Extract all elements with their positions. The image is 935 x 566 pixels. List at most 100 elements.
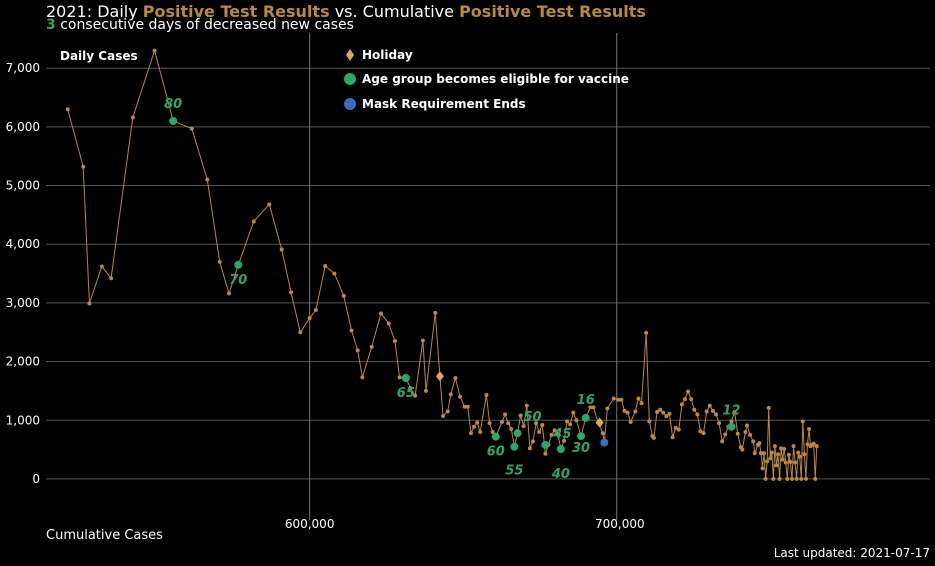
data-point [313,307,318,312]
holiday-marker [595,417,604,428]
data-point [789,476,794,481]
data-point [453,376,458,381]
data-point [616,397,621,402]
data-point [478,429,483,434]
legend-label: Age group becomes eligible for vaccine [362,72,629,86]
data-point [689,397,694,402]
data-point [682,397,687,402]
data-point [600,431,605,436]
data-point [441,414,446,419]
data-point [698,429,703,434]
data-point [661,410,666,415]
y-axis-label: Daily Cases [60,49,138,63]
data-point [763,476,768,481]
data-point [740,447,745,452]
data-point [783,460,788,465]
legend-label: Holiday [362,48,413,62]
last-updated: Last updated: 2021-07-17 [773,546,930,560]
data-point [445,409,450,414]
data-point [619,397,624,402]
data-point [735,431,740,436]
data-point [622,408,627,413]
data-point [811,441,816,446]
data-point [667,411,672,416]
data-point [695,412,700,417]
data-point [805,442,810,447]
chart-title: 2021: Daily Positive Test Results vs. Cu… [46,2,646,21]
data-point [413,393,418,398]
streak-count: 3 [46,17,56,33]
age-eligibility-marker [510,442,519,451]
data-point [591,405,596,410]
data-point [625,410,630,415]
data-point [794,476,799,481]
data-point [752,451,757,456]
data-point [633,409,638,414]
data-point [628,420,633,425]
data-point [717,421,722,426]
data-point [549,432,554,437]
data-point [251,219,256,224]
data-point [769,450,774,455]
data-point [565,419,570,424]
data-point [757,441,762,446]
data-point [499,420,504,425]
data-point [540,422,545,427]
data-point [768,456,773,461]
data-point [686,389,691,394]
data-point [574,418,579,423]
data-point [611,396,616,401]
data-point [748,432,753,437]
data-point [679,402,684,407]
data-point [704,409,709,414]
age-eligibility-marker [577,432,586,441]
data-point [448,392,453,397]
chart-subtitle: 3 consecutive days of decreased new case… [46,17,354,33]
title-middle: vs. Cumulative [329,2,460,21]
age-eligibility-marker [491,432,500,441]
y-tick-label: 2,000 [6,355,40,369]
data-point [744,423,749,428]
age-eligibility-label: 30 [572,441,590,456]
data-point [65,107,70,112]
y-tick-label: 4,000 [6,237,40,251]
data-point [799,476,804,481]
y-tick-label: 0 [32,472,40,486]
age-eligibility-marker [513,429,522,438]
holiday-marker [435,371,444,382]
data-point [267,202,272,207]
data-point [355,348,360,353]
data-point [762,451,767,456]
age-eligibility-marker [169,117,178,126]
data-point [793,460,798,465]
data-point [530,439,535,444]
data-point [518,413,523,418]
data-point [534,421,539,426]
data-point [423,388,428,393]
age-eligibility-label: 12 [722,404,740,419]
data-point [639,401,644,406]
data-point [807,427,812,432]
data-point [800,419,805,424]
data-point [729,419,734,424]
age-eligibility-label: 45 [552,427,571,442]
x-axis-label: Cumulative Cases [46,528,163,543]
data-point [780,457,785,462]
data-point [765,459,770,464]
data-point [788,459,793,464]
data-point [673,425,678,430]
data-point [458,394,463,399]
data-point [743,429,748,434]
age-eligibility-label: 60 [487,445,505,460]
mask-requirement-marker [600,438,609,447]
data-point [99,264,104,269]
legend: Holiday Age group becomes eligible for va… [344,48,629,111]
data-point [651,435,656,440]
data-point [189,126,194,131]
data-point [774,463,779,468]
data-point [433,310,438,315]
data-point [782,447,787,452]
legend-label: Mask Requirement Ends [362,97,526,111]
